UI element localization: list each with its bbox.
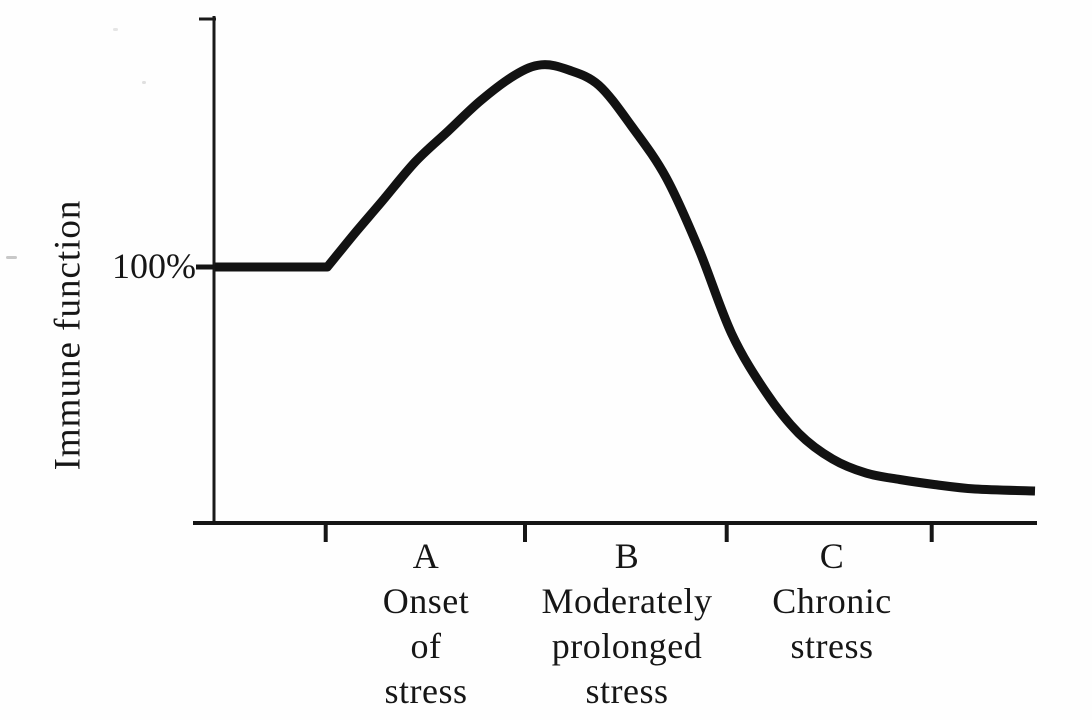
scan-artifact — [6, 256, 17, 259]
section-text-line: stress — [790, 626, 874, 666]
section-text-line: stress — [585, 671, 669, 711]
immune-function-curve — [215, 60, 1036, 496]
y-axis-label: Immune function — [47, 199, 89, 471]
section-label-moderately-prolonged-stress: B Moderately prolonged stress — [497, 534, 757, 714]
section-text-line: of — [410, 626, 442, 666]
section-letter-c: C — [819, 536, 845, 576]
scan-artifact — [142, 81, 146, 84]
section-letter-b: B — [614, 536, 640, 576]
section-text-line: Onset — [382, 581, 470, 621]
y-axis-100-percent-label: 100% — [112, 246, 196, 286]
section-text-line: Chronic — [772, 581, 892, 621]
section-text-line: prolonged — [551, 626, 703, 666]
section-label-onset-of-stress: A Onset of stress — [296, 534, 556, 714]
section-text-line: stress — [384, 671, 468, 711]
section-letter-a: A — [412, 536, 440, 576]
section-text-line: Moderately — [541, 581, 713, 621]
x-axis-section-ticks — [323, 524, 934, 542]
section-label-chronic-stress: C Chronic stress — [702, 534, 962, 669]
scan-artifact — [113, 28, 118, 31]
